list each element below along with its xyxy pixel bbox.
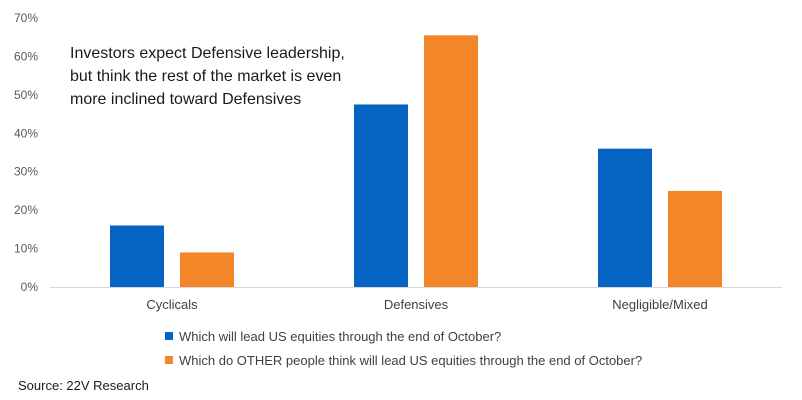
x-tick-label: Defensives — [384, 297, 449, 312]
chart-annotation: Investors expect Defensive leadership, b… — [70, 45, 345, 108]
y-tick-label: 60% — [14, 49, 38, 63]
x-tick-label: Negligible/Mixed — [612, 297, 707, 312]
legend-swatch-blue — [165, 332, 173, 340]
source-note: Source: 22V Research — [18, 378, 149, 393]
y-tick-label: 20% — [14, 203, 38, 217]
legend-item-series-2: Which do OTHER people think will lead US… — [165, 348, 642, 372]
y-tick-label: 40% — [14, 126, 38, 140]
bar — [424, 35, 478, 287]
legend-swatch-orange — [165, 356, 173, 364]
legend-label-series-2: Which do OTHER people think will lead US… — [179, 352, 643, 368]
bars — [110, 35, 722, 287]
y-tick-label: 70% — [14, 11, 38, 25]
legend-label-series-1: Which will lead US equities through the … — [179, 328, 502, 344]
x-tick-label: Cyclicals — [146, 297, 198, 312]
bar — [668, 190, 722, 287]
y-axis-ticks: 0% 10% 20% 30% 40% 50% 60% 70% — [14, 11, 38, 294]
y-tick-label: 10% — [14, 242, 38, 256]
bar — [110, 225, 164, 287]
bar — [180, 252, 234, 287]
y-tick-label: 50% — [14, 88, 38, 102]
legend: Which will lead US equities through the … — [165, 324, 642, 372]
category-labels: Cyclicals Defensives Negligible/Mixed — [146, 297, 707, 312]
y-tick-label: 30% — [14, 165, 38, 179]
bar — [354, 104, 408, 287]
y-tick-label: 0% — [21, 280, 39, 294]
legend-item-series-1: Which will lead US equities through the … — [165, 324, 642, 348]
bar — [598, 148, 652, 287]
